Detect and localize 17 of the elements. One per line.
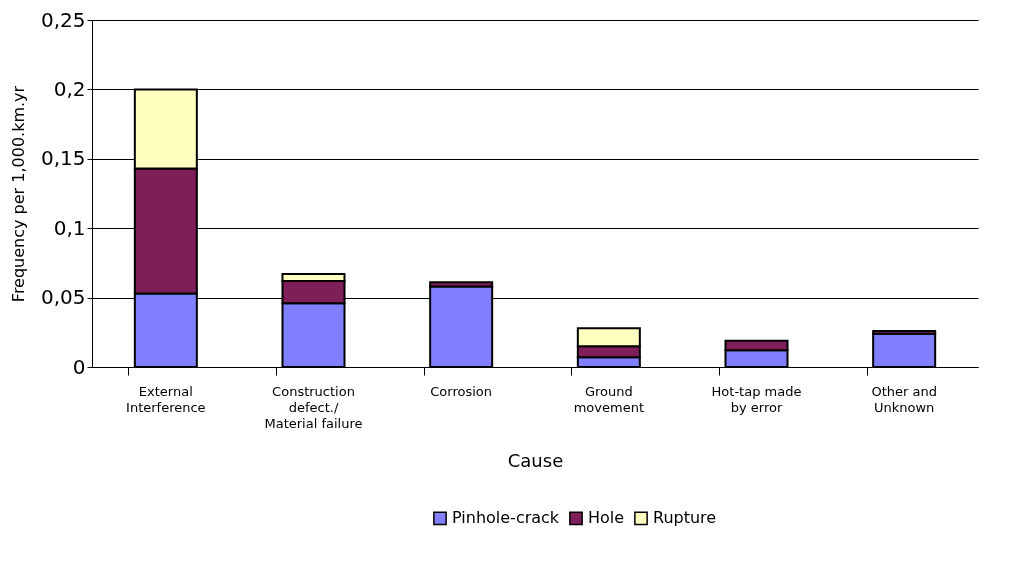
y-tick-label: 0 <box>72 354 86 379</box>
x-tick-label: Other and Unknown <box>871 383 937 415</box>
x-tick-label: Construction defect./ Material failure <box>264 383 363 431</box>
y-tick-label: 0,05 <box>40 285 86 310</box>
legend-label: Rupture <box>653 508 717 528</box>
x-axis-title: Cause <box>507 449 564 471</box>
y-tick-label: 0,25 <box>40 7 86 32</box>
y-axis-title: Frequency per 1,000.km.yr <box>8 85 28 303</box>
y-tick-label: 0,1 <box>53 215 86 240</box>
x-tick-label: Ground movement <box>573 383 644 415</box>
x-tick-label: External Interference <box>126 383 206 415</box>
x-tick-label: Corrosion <box>430 383 493 399</box>
x-tick-label: Hot-tap made by error <box>711 383 802 415</box>
y-tick-label: 0,15 <box>40 146 86 171</box>
y-tick-label: 0,2 <box>53 76 86 101</box>
legend-label: Hole <box>588 508 625 528</box>
legend-label: Pinhole-crack <box>452 508 560 528</box>
